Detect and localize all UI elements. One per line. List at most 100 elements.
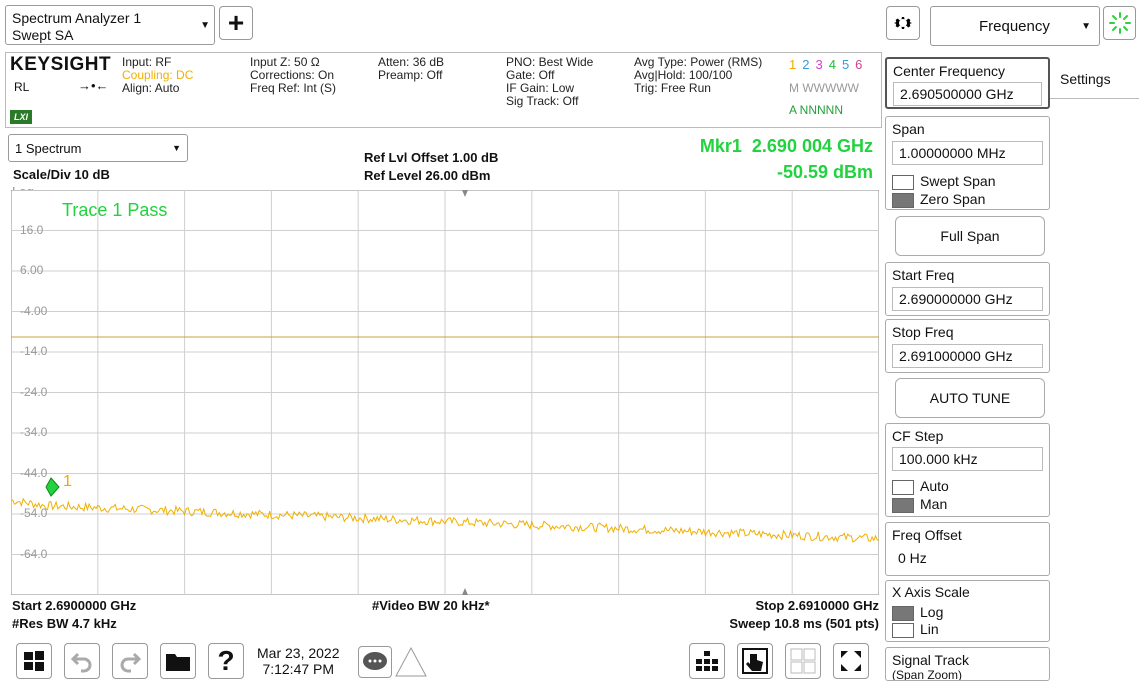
redo-icon <box>120 652 142 673</box>
info-avghold: Avg|Hold: 100/100 <box>634 68 733 82</box>
auto-tune-button[interactable]: AUTO TUNE <box>895 378 1045 418</box>
span-panel[interactable]: Span 1.00000000 MHz Swept Span Zero Span <box>885 116 1050 210</box>
trace-number-5: 5 <box>841 57 856 72</box>
x-axis-lin-option[interactable]: Lin <box>892 621 939 638</box>
add-screen-button[interactable]: + <box>219 6 253 40</box>
date: Mar 23, 2022 <box>257 645 340 661</box>
window-selector[interactable]: Spectrum Analyzer 1 Swept SA ▼ <box>5 5 215 45</box>
info-bar <box>5 52 882 128</box>
center-frequency-value[interactable]: 2.690500000 GHz <box>893 82 1042 106</box>
cf-step-panel[interactable]: CF Step 100.000 kHz Auto Man <box>885 423 1050 517</box>
stop-frequency: Stop 2.6910000 GHz <box>755 598 879 613</box>
trace-numbers: 123456 <box>789 57 868 72</box>
y-tick-label: 6.00 <box>20 263 44 277</box>
settings-button[interactable] <box>886 6 920 40</box>
brand-logo: KEYSIGHT <box>10 54 112 75</box>
zero-span-option[interactable]: Zero Span <box>892 191 985 208</box>
spectrum-graticule[interactable]: 1 <box>11 190 879 595</box>
info-coupling: Coupling: DC <box>122 68 194 82</box>
messages-button[interactable] <box>358 646 392 678</box>
span-value[interactable]: 1.00000000 MHz <box>892 141 1043 165</box>
maximize-button[interactable] <box>833 643 869 679</box>
clock: Mar 23, 2022 7:12:47 PM <box>257 645 340 677</box>
stop-freq-value[interactable]: 2.691000000 GHz <box>892 344 1043 368</box>
y-tick-label: 16.0 <box>20 222 44 237</box>
menu-select[interactable]: Frequency ▼ <box>930 6 1100 46</box>
file-button[interactable] <box>160 643 196 679</box>
chevron-down-icon: ▼ <box>1081 21 1091 32</box>
info-col-avg: Avg Type: Power (RMS) Avg|Hold: 100/100 … <box>634 56 762 95</box>
folder-icon <box>166 654 190 671</box>
chat-bubble-icon <box>363 652 387 670</box>
swept-span-option[interactable]: Swept Span <box>892 173 996 190</box>
cf-auto-option[interactable]: Auto <box>892 478 949 495</box>
info-ifgain: IF Gain: Low <box>506 81 575 95</box>
info-align: Align: Auto <box>122 81 180 95</box>
info-inputz: Input Z: 50 Ω <box>250 55 320 69</box>
ref-level: Ref Level 26.00 dBm <box>364 168 491 183</box>
sweep-status-button[interactable] <box>1103 6 1136 40</box>
windows-button[interactable] <box>16 643 52 679</box>
redo-button[interactable] <box>112 643 148 679</box>
toggle-on-icon <box>892 497 914 513</box>
view-select[interactable]: 1 Spectrum ▼ <box>8 134 188 162</box>
warning-triangle-icon[interactable] <box>394 646 428 678</box>
touch-button[interactable] <box>737 643 773 679</box>
span-title: Span <box>892 121 925 137</box>
x-axis-scale-title: X Axis Scale <box>892 584 970 600</box>
freq-offset-value[interactable]: 0 Hz <box>892 547 1043 571</box>
start-freq-value[interactable]: 2.690000000 GHz <box>892 287 1043 311</box>
cf-man-label: Man <box>920 496 948 512</box>
undo-button[interactable] <box>64 643 100 679</box>
signal-track-title: Signal Track <box>892 652 970 668</box>
rl-label: RL <box>14 80 30 94</box>
trace-mode-row: M WWWWW <box>789 81 859 95</box>
zero-span-label: Zero Span <box>920 191 986 207</box>
x-axis-scale-panel[interactable]: X Axis Scale Log Lin <box>885 580 1050 642</box>
y-tick-label: -24.0 <box>20 384 48 399</box>
toggle-off-icon <box>892 174 914 190</box>
multi-screen-button[interactable] <box>689 643 725 679</box>
marker-1-label: 1 <box>63 473 72 490</box>
trace-number-1: 1 <box>789 57 803 72</box>
help-button[interactable]: ? <box>208 643 244 679</box>
toggle-on-icon <box>892 605 914 621</box>
info-pno: PNO: Best Wide <box>506 55 594 69</box>
arrow-connector-icon: →•← <box>78 78 109 93</box>
info-input: Input: RF <box>122 55 172 69</box>
cf-step-title: CF Step <box>892 428 944 444</box>
touch-hand-icon <box>742 648 768 674</box>
cf-step-value[interactable]: 100.000 kHz <box>892 447 1043 471</box>
trace-indicator[interactable]: 123456 M WWWWW A NNNNN <box>787 55 879 125</box>
stop-freq-panel[interactable]: Stop Freq 2.691000000 GHz <box>885 319 1050 373</box>
video-bw: #Video BW 20 kHz* <box>372 598 490 613</box>
layout-icon <box>790 648 816 674</box>
freq-offset-panel[interactable]: Freq Offset 0 Hz <box>885 522 1050 576</box>
signal-track-panel[interactable]: Signal Track (Span Zoom) <box>885 647 1050 681</box>
res-bw: #Res BW 4.7 kHz <box>12 616 117 631</box>
window-layout-button[interactable] <box>785 643 821 679</box>
full-span-button[interactable]: Full Span <box>895 216 1045 256</box>
menu-label: Frequency <box>979 18 1050 35</box>
settings-tab[interactable]: Settings <box>1050 57 1139 99</box>
signal-track-sub: (Span Zoom) <box>892 668 963 681</box>
center-frequency-panel[interactable]: Center Frequency 2.690500000 GHz <box>885 57 1050 109</box>
x-axis-lin-label: Lin <box>920 621 939 637</box>
trace-number-3: 3 <box>815 57 829 72</box>
center-frequency-title: Center Frequency <box>893 63 1006 79</box>
info-atten: Atten: 36 dB <box>378 55 445 69</box>
undo-icon <box>70 652 92 673</box>
x-axis-log-option[interactable]: Log <box>892 604 943 621</box>
info-freqref: Freq Ref: Int (S) <box>250 81 337 95</box>
plus-icon: + <box>227 7 245 38</box>
y-tick-label: -44.0 <box>20 465 48 480</box>
cf-man-option[interactable]: Man <box>892 496 947 513</box>
marker-level: -50.59 dBm <box>776 162 873 182</box>
y-tick-label: -14.0 <box>20 344 48 358</box>
marker-1-icon[interactable] <box>45 477 60 497</box>
toggle-off-icon <box>892 622 914 638</box>
trace-number-2: 2 <box>802 57 816 72</box>
y-tick-label: -4.00 <box>20 303 48 318</box>
toggle-on-icon <box>892 192 914 208</box>
start-freq-panel[interactable]: Start Freq 2.690000000 GHz <box>885 262 1050 316</box>
